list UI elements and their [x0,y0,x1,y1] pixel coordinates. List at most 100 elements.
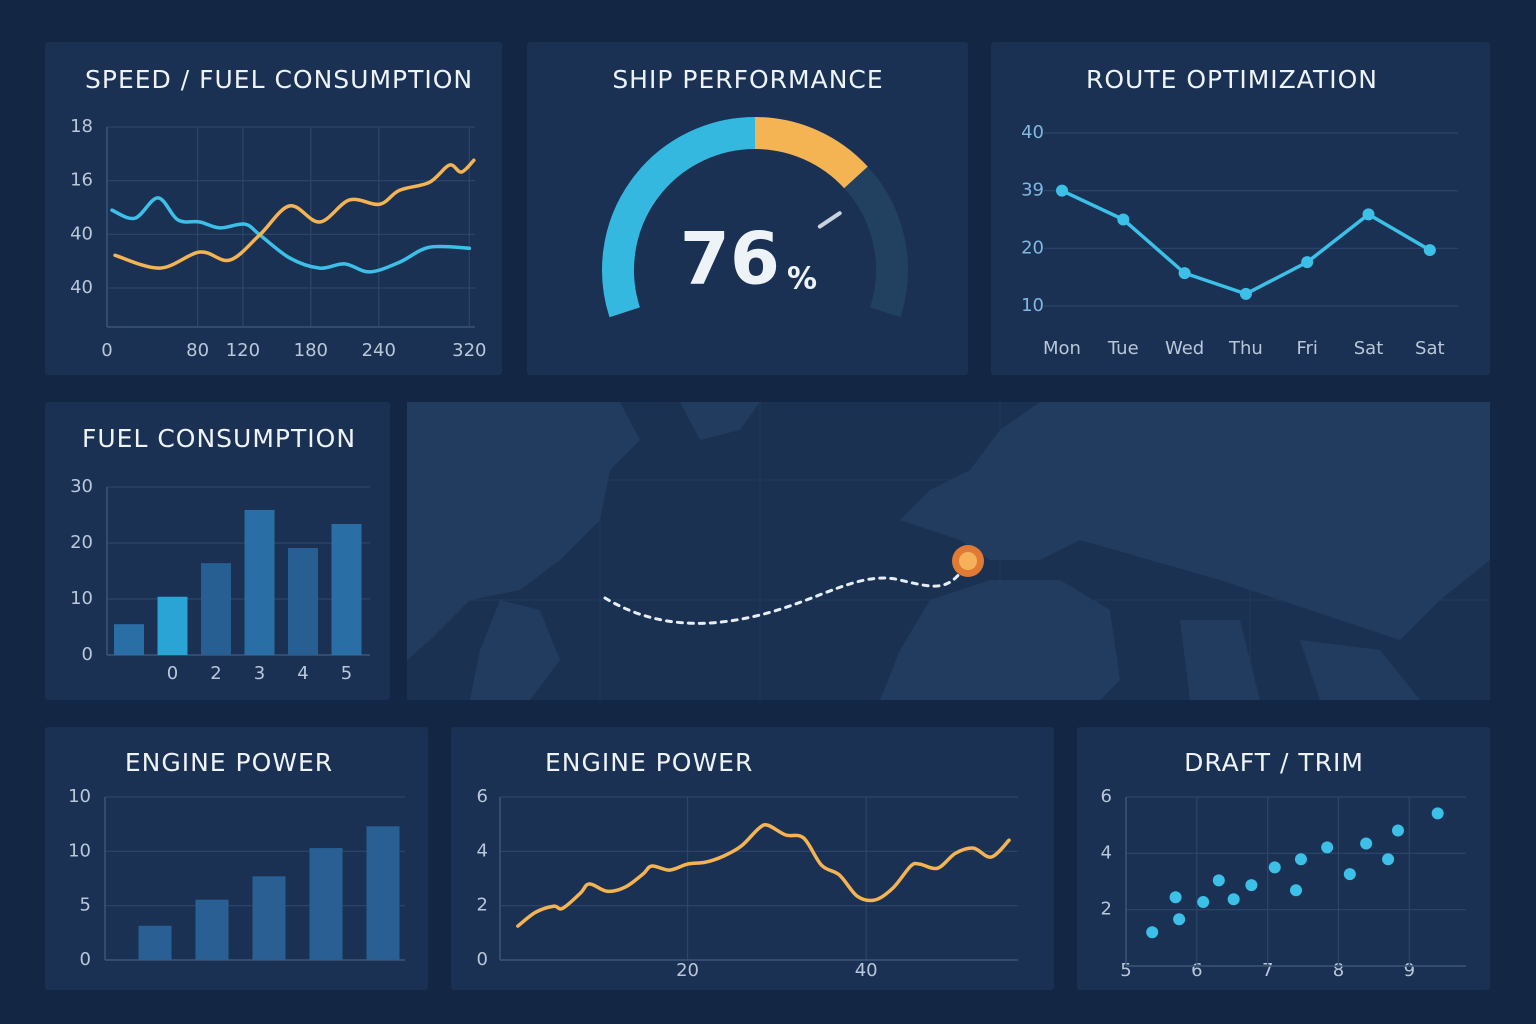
x-tick-label: Sat [1415,338,1445,359]
marker [1117,213,1130,226]
panel-title: SPEED / FUEL CONSUMPTION [85,65,473,94]
landmass [880,580,1120,700]
panel [991,42,1490,375]
point [1392,824,1404,837]
landmass [470,600,560,700]
landmass [680,402,760,440]
y-tick-label: 0 [477,949,488,970]
y-tick-label: 39 [1021,180,1044,201]
point [1321,841,1334,854]
y-tick-label: 30 [70,476,93,497]
y-tick-label: 40 [70,277,93,298]
line [516,823,1011,928]
point [1268,861,1281,874]
panel [527,42,968,375]
gauge-value: 76 [680,217,780,301]
point [1431,807,1444,820]
x-tick-label: Mon [1043,338,1081,359]
y-tick-label: 4 [477,840,488,861]
marker [1239,287,1252,300]
bar [366,826,400,960]
map [407,402,1490,700]
bar [195,899,229,960]
gauge-unit: % [787,262,817,297]
y-tick-label: 10 [70,588,93,609]
y-tick-label: 10 [68,840,91,861]
x-tick-label: 5 [1120,960,1131,981]
y-tick-label: 2 [477,895,488,916]
y-tick-label: 4 [1101,842,1112,863]
y-tick-label: 40 [1021,122,1044,143]
x-tick-label: Thu [1228,338,1263,359]
marker [1301,256,1314,269]
y-tick-label: 20 [70,532,93,553]
point [1290,884,1302,897]
landmass [407,402,640,660]
panel-title: DRAFT / TRIM [1184,748,1364,777]
x-tick-label: 6 [1191,960,1202,981]
marker [1056,184,1068,197]
point [1212,874,1225,887]
line [113,158,476,270]
x-tick-label: Tue [1107,338,1139,359]
x-tick-label: 40 [855,960,878,981]
bar [252,876,286,960]
x-tick-label: 320 [452,340,486,361]
gauge-needle [817,211,842,229]
x-tick-label: 20 [676,960,699,981]
point [1169,891,1182,904]
x-tick-label: 5 [341,663,352,684]
panel-title: SHIP PERFORMANCE [612,65,883,94]
y-tick-label: 20 [1021,237,1044,258]
y-tick-label: 6 [477,786,488,807]
y-tick-label: 40 [70,223,93,244]
landmass [900,402,1490,640]
point [1146,926,1159,939]
y-tick-label: 10 [68,786,91,807]
bar [331,523,362,655]
x-tick-label: 9 [1404,960,1415,981]
x-tick-label: 8 [1333,960,1344,981]
y-tick-label: 10 [1021,295,1044,316]
point [1245,879,1258,892]
y-tick-label: 6 [1101,786,1112,807]
panel-title: ROUTE OPTIMIZATION [1086,65,1378,94]
x-tick-label: 240 [362,340,396,361]
x-tick-label: Fri [1296,338,1317,359]
bar [288,548,318,655]
y-tick-label: 18 [70,116,93,137]
x-tick-label: 120 [226,340,260,361]
x-tick-label: 80 [186,340,209,361]
point [1294,853,1307,866]
point [1197,896,1210,909]
y-tick-label: 16 [70,170,93,191]
marker [1423,244,1436,257]
marker [1178,267,1191,280]
land [407,402,1490,700]
panel-title: ENGINE POWER [125,748,333,777]
y-tick-label: 5 [80,895,91,916]
x-tick-label: 0 [101,340,112,361]
marker [1362,208,1375,221]
landmass [1180,620,1260,700]
route [603,560,970,625]
landmass [1300,640,1420,700]
point [1382,853,1395,866]
x-tick-label: 7 [1262,960,1273,981]
panel [451,727,1054,990]
bar [138,925,172,960]
bar [114,624,144,655]
x-tick-label: 2 [210,663,221,684]
x-tick-label: 3 [254,663,265,684]
x-tick-label: Sat [1354,338,1384,359]
panel [45,42,502,375]
gauge-segment [602,117,756,318]
x-tick-label: 4 [297,663,308,684]
x-tick-label: 180 [294,340,328,361]
x-tick-label: 0 [167,663,178,684]
gauge-segment [843,166,908,318]
point [1343,868,1356,881]
bar [201,563,231,655]
point [1227,893,1240,906]
